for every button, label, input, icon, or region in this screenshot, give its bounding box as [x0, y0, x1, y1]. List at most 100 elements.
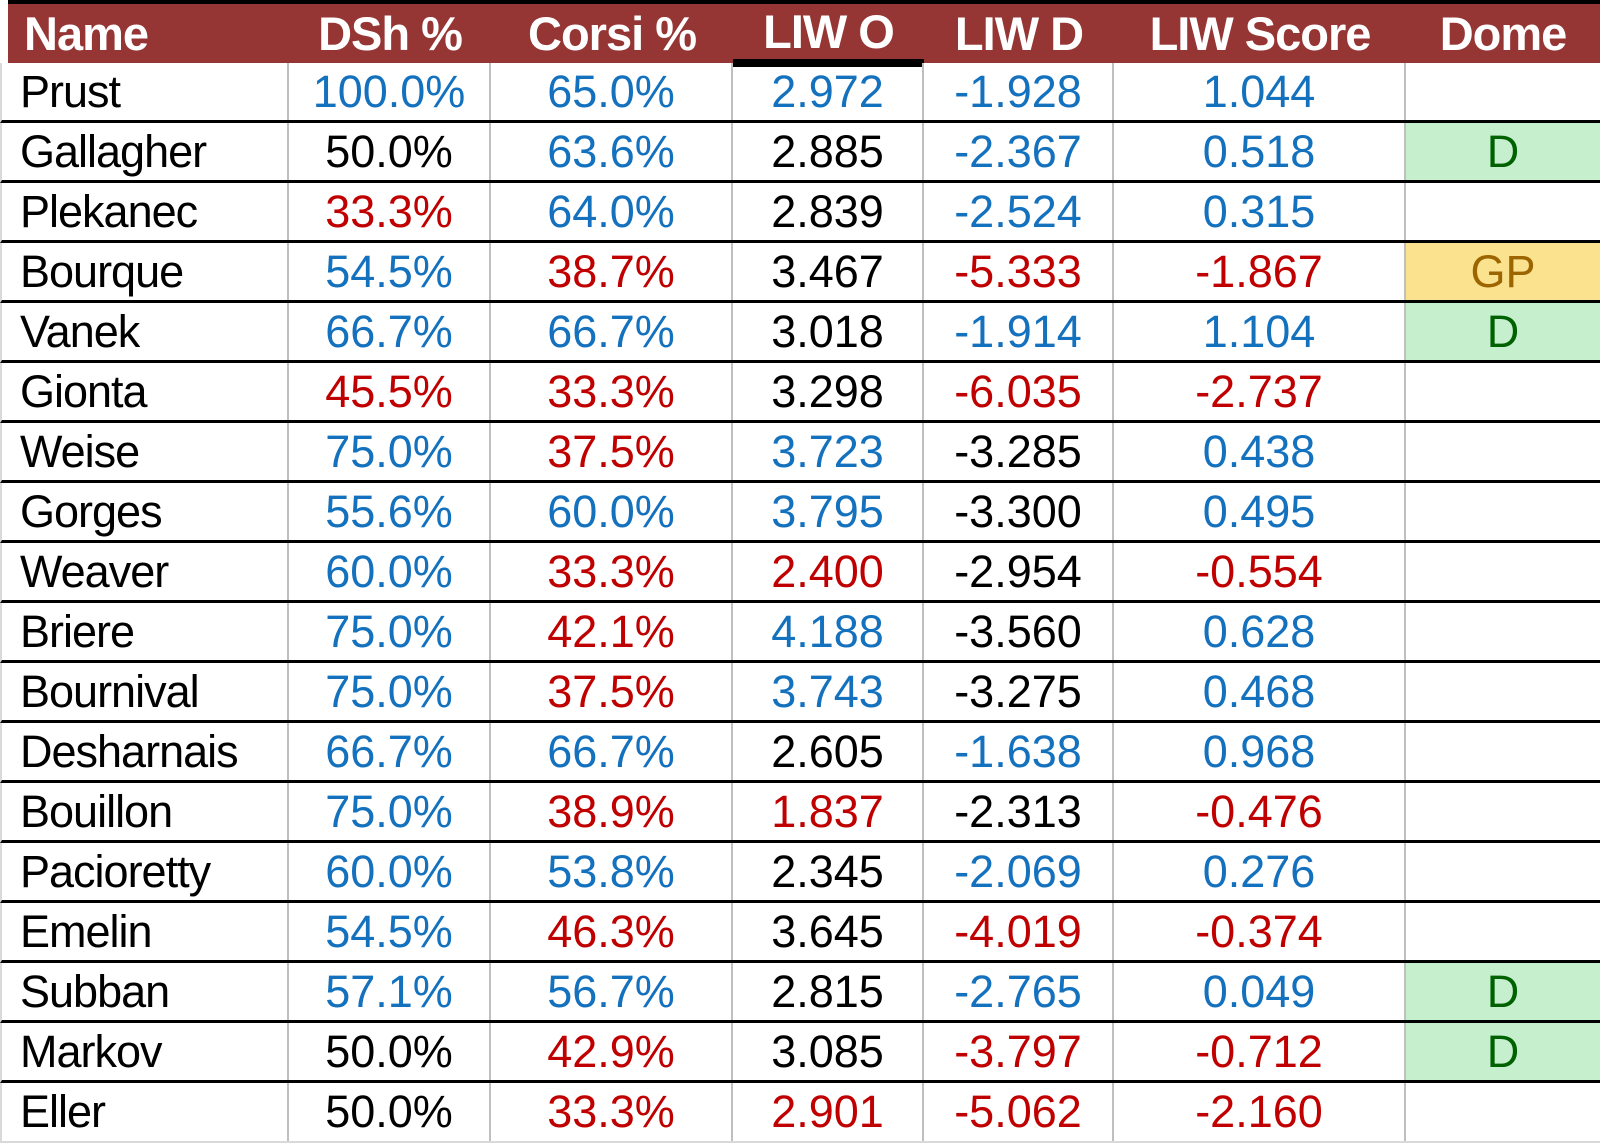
- col-header-liw-score: LIW Score: [1114, 0, 1406, 63]
- col-header-liw-d: LIW D: [924, 0, 1114, 63]
- dsh-pct-cell: 75.0%: [289, 663, 491, 720]
- corsi-pct-cell: 65.0%: [491, 63, 733, 120]
- liw-o-cell: 3.645: [733, 903, 924, 960]
- player-name: Gorges: [2, 483, 289, 540]
- player-name: Briere: [2, 603, 289, 660]
- liw-d-cell: -2.524: [924, 183, 1114, 240]
- table-row: Pacioretty 60.0% 53.8% 2.345 -2.069 0.276: [0, 843, 1600, 903]
- dsh-pct-cell: 45.5%: [289, 363, 491, 420]
- table-row: Gorges 55.6% 60.0% 3.795 -3.300 0.495: [0, 483, 1600, 543]
- liw-d-cell: -5.333: [924, 243, 1114, 300]
- liw-d-cell: -1.638: [924, 723, 1114, 780]
- liw-o-cell: 1.837: [733, 783, 924, 840]
- liw-score-cell: -0.374: [1114, 903, 1406, 960]
- dome-cell: [1406, 543, 1600, 600]
- liw-o-cell: 3.085: [733, 1023, 924, 1080]
- table-row: Weise 75.0% 37.5% 3.723 -3.285 0.438: [0, 423, 1600, 483]
- liw-d-cell: -3.300: [924, 483, 1114, 540]
- player-name: Plekanec: [2, 183, 289, 240]
- col-header-corsi-pct: Corsi %: [491, 0, 733, 63]
- liw-d-cell: -2.367: [924, 123, 1114, 180]
- corsi-pct-cell: 42.1%: [491, 603, 733, 660]
- liw-o-cell: 2.400: [733, 543, 924, 600]
- table-row: Markov 50.0% 42.9% 3.085 -3.797 -0.712 D: [0, 1023, 1600, 1083]
- liw-d-cell: -1.914: [924, 303, 1114, 360]
- player-name: Desharnais: [2, 723, 289, 780]
- dome-cell: [1406, 783, 1600, 840]
- liw-o-cell: 3.795: [733, 483, 924, 540]
- player-name: Prust: [2, 63, 289, 120]
- corsi-pct-cell: 66.7%: [491, 723, 733, 780]
- liw-score-cell: 1.044: [1114, 63, 1406, 120]
- dsh-pct-cell: 33.3%: [289, 183, 491, 240]
- dsh-pct-cell: 75.0%: [289, 423, 491, 480]
- table-row: Bourque 54.5% 38.7% 3.467 -5.333 -1.867 GP: [0, 243, 1600, 303]
- corsi-pct-cell: 33.3%: [491, 363, 733, 420]
- dome-cell: [1406, 483, 1600, 540]
- dome-cell: GP: [1406, 243, 1600, 300]
- col-header-dsh-pct: DSh %: [289, 0, 491, 63]
- col-header-dome: Dome: [1406, 0, 1600, 63]
- liw-o-cell: 3.467: [733, 243, 924, 300]
- liw-o-cell: 3.298: [733, 363, 924, 420]
- corsi-pct-cell: 56.7%: [491, 963, 733, 1020]
- dsh-pct-cell: 50.0%: [289, 123, 491, 180]
- table-row: Eller 50.0% 33.3% 2.901 -5.062 -2.160: [0, 1083, 1600, 1143]
- liw-o-cell: 3.743: [733, 663, 924, 720]
- dsh-pct-cell: 75.0%: [289, 603, 491, 660]
- liw-d-cell: -4.019: [924, 903, 1114, 960]
- liw-score-cell: -2.737: [1114, 363, 1406, 420]
- player-name: Eller: [2, 1083, 289, 1141]
- player-name: Bouillon: [2, 783, 289, 840]
- liw-d-cell: -1.928: [924, 63, 1114, 120]
- corsi-pct-cell: 53.8%: [491, 843, 733, 900]
- corsi-pct-cell: 63.6%: [491, 123, 733, 180]
- player-name: Bournival: [2, 663, 289, 720]
- corsi-pct-cell: 38.7%: [491, 243, 733, 300]
- player-name: Weise: [2, 423, 289, 480]
- liw-score-cell: -1.867: [1114, 243, 1406, 300]
- dome-cell: [1406, 603, 1600, 660]
- dome-cell: [1406, 903, 1600, 960]
- liw-score-cell: -0.476: [1114, 783, 1406, 840]
- table-row: Gionta 45.5% 33.3% 3.298 -6.035 -2.737: [0, 363, 1600, 423]
- corsi-pct-cell: 46.3%: [491, 903, 733, 960]
- liw-d-cell: -3.285: [924, 423, 1114, 480]
- corsi-pct-cell: 38.9%: [491, 783, 733, 840]
- col-header-name: Name: [8, 0, 289, 63]
- table-row: Vanek 66.7% 66.7% 3.018 -1.914 1.104 D: [0, 303, 1600, 363]
- liw-o-cell: 3.723: [733, 423, 924, 480]
- dome-cell: [1406, 723, 1600, 780]
- liw-o-cell: 2.345: [733, 843, 924, 900]
- corsi-pct-cell: 64.0%: [491, 183, 733, 240]
- player-name: Bourque: [2, 243, 289, 300]
- table-row: Plekanec 33.3% 64.0% 2.839 -2.524 0.315: [0, 183, 1600, 243]
- corsi-pct-cell: 60.0%: [491, 483, 733, 540]
- dome-cell: D: [1406, 1023, 1600, 1080]
- dsh-pct-cell: 66.7%: [289, 723, 491, 780]
- liw-score-cell: 0.315: [1114, 183, 1406, 240]
- dsh-pct-cell: 50.0%: [289, 1083, 491, 1141]
- liw-d-cell: -2.954: [924, 543, 1114, 600]
- table-row: Subban 57.1% 56.7% 2.815 -2.765 0.049 D: [0, 963, 1600, 1023]
- player-name: Emelin: [2, 903, 289, 960]
- liw-score-cell: -0.554: [1114, 543, 1406, 600]
- dome-cell: [1406, 363, 1600, 420]
- corsi-pct-cell: 42.9%: [491, 1023, 733, 1080]
- liw-score-cell: 0.968: [1114, 723, 1406, 780]
- corsi-pct-cell: 66.7%: [491, 303, 733, 360]
- liw-o-cell: 3.018: [733, 303, 924, 360]
- dome-cell: [1406, 1083, 1600, 1141]
- liw-o-cell: 2.972: [733, 63, 924, 120]
- liw-score-cell: 0.468: [1114, 663, 1406, 720]
- corsi-pct-cell: 37.5%: [491, 423, 733, 480]
- table-row: Bouillon 75.0% 38.9% 1.837 -2.313 -0.476: [0, 783, 1600, 843]
- dome-cell: D: [1406, 303, 1600, 360]
- liw-score-cell: 0.049: [1114, 963, 1406, 1020]
- liw-d-cell: -5.062: [924, 1083, 1114, 1141]
- table-row: Emelin 54.5% 46.3% 3.645 -4.019 -0.374: [0, 903, 1600, 963]
- table-row: Weaver 60.0% 33.3% 2.400 -2.954 -0.554: [0, 543, 1600, 603]
- liw-d-cell: -2.069: [924, 843, 1114, 900]
- liw-score-cell: 1.104: [1114, 303, 1406, 360]
